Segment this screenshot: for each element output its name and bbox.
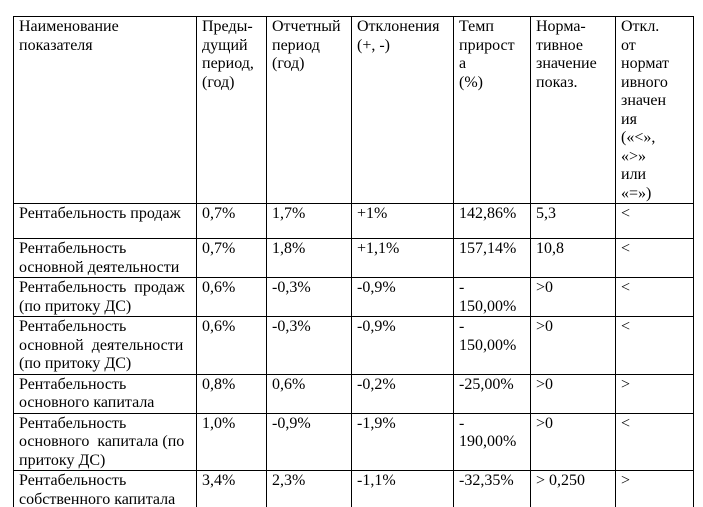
cell-normative-value: 10,8 bbox=[530, 238, 616, 278]
cell-growth-rate: - 150,00% bbox=[453, 316, 531, 375]
cell-reporting-period: -0,9% bbox=[266, 412, 352, 471]
cell-normative-value: 5,3 bbox=[530, 203, 616, 239]
table-row: Рентабельность основной деятельности (по… bbox=[13, 316, 694, 375]
cell-deviation-from-normative: > bbox=[615, 470, 694, 507]
table-row: Рентабельность продаж 0,7% 1,7% +1% 142,… bbox=[13, 203, 694, 239]
cell-growth-rate: 157,14% bbox=[453, 238, 531, 278]
cell-deviation-from-normative: < bbox=[615, 238, 694, 278]
cell-deviation-from-normative: < bbox=[615, 277, 694, 317]
cell-deviation: -1,1% bbox=[351, 470, 454, 507]
column-header-normative-value: Норма- тивное значение показ. bbox=[530, 16, 616, 204]
cell-normative-value: >0 bbox=[530, 373, 616, 414]
cell-previous-period: 0,7% bbox=[196, 203, 267, 239]
cell-deviation: -0,2% bbox=[351, 373, 454, 414]
cell-indicator-name: Рентабельность основной деятельности bbox=[13, 238, 197, 278]
indicators-table: Наименование показателя Преды- дущий пер… bbox=[13, 16, 694, 507]
cell-deviation: -1,9% bbox=[351, 412, 454, 471]
cell-previous-period: 0,6% bbox=[196, 277, 267, 317]
cell-deviation-from-normative: < bbox=[615, 203, 694, 239]
cell-previous-period: 0,7% bbox=[196, 238, 267, 278]
cell-deviation-from-normative: < bbox=[615, 412, 694, 471]
cell-growth-rate: - 190,00% bbox=[453, 412, 531, 471]
cell-deviation-from-normative: < bbox=[615, 316, 694, 375]
cell-previous-period: 1,0% bbox=[196, 412, 267, 471]
header-row: Наименование показателя Преды- дущий пер… bbox=[13, 16, 694, 204]
cell-indicator-name: Рентабельность продаж (по притоку ДС) bbox=[13, 277, 197, 317]
cell-previous-period: 0,8% bbox=[196, 373, 267, 414]
cell-deviation-from-normative: > bbox=[615, 373, 694, 414]
column-header-deviation-from-normative: Откл. от нормат ивного значен ия («<», «… bbox=[615, 16, 694, 204]
cell-reporting-period: -0,3% bbox=[266, 277, 352, 317]
cell-growth-rate: -32,35% bbox=[453, 470, 531, 507]
cell-normative-value: >0 bbox=[530, 412, 616, 471]
cell-reporting-period: -0,3% bbox=[266, 316, 352, 375]
cell-indicator-name: Рентабельность основной деятельности (по… bbox=[13, 316, 197, 375]
cell-deviation: -0,9% bbox=[351, 277, 454, 317]
table-row: Рентабельность собственного капитала 3,4… bbox=[13, 470, 694, 507]
cell-deviation: +1,1% bbox=[351, 238, 454, 278]
cell-indicator-name: Рентабельность собственного капитала bbox=[13, 470, 197, 507]
column-header-deviations: Отклонения (+, -) bbox=[351, 16, 454, 204]
cell-growth-rate: - 150,00% bbox=[453, 277, 531, 317]
cell-indicator-name: Рентабельность основного капитала (по пр… bbox=[13, 412, 197, 471]
cell-reporting-period: 2,3% bbox=[266, 470, 352, 507]
cell-deviation: +1% bbox=[351, 203, 454, 239]
cell-normative-value: >0 bbox=[530, 316, 616, 375]
cell-growth-rate: -25,00% bbox=[453, 373, 531, 414]
table-row: Рентабельность продаж (по притоку ДС) 0,… bbox=[13, 277, 694, 317]
column-header-growth-rate: Темп прирост а (%) bbox=[453, 16, 531, 204]
table-row: Рентабельность основного капитала 0,8% 0… bbox=[13, 373, 694, 414]
table-row: Рентабельность основного капитала (по пр… bbox=[13, 412, 694, 471]
cell-normative-value: >0 bbox=[530, 277, 616, 317]
cell-deviation: -0,9% bbox=[351, 316, 454, 375]
cell-reporting-period: 1,8% bbox=[266, 238, 352, 278]
column-header-previous-period: Преды- дущий период, (год) bbox=[196, 16, 267, 204]
cell-indicator-name: Рентабельность продаж bbox=[13, 203, 197, 239]
table-row: Рентабельность основной деятельности 0,7… bbox=[13, 238, 694, 278]
column-header-indicator-name: Наименование показателя bbox=[13, 16, 197, 204]
cell-normative-value: > 0,250 bbox=[530, 470, 616, 507]
cell-reporting-period: 0,6% bbox=[266, 373, 352, 414]
cell-previous-period: 0,6% bbox=[196, 316, 267, 375]
cell-growth-rate: 142,86% bbox=[453, 203, 531, 239]
cell-indicator-name: Рентабельность основного капитала bbox=[13, 373, 197, 414]
cell-reporting-period: 1,7% bbox=[266, 203, 352, 239]
column-header-reporting-period: Отчетный период (год) bbox=[266, 16, 352, 204]
cell-previous-period: 3,4% bbox=[196, 470, 267, 507]
